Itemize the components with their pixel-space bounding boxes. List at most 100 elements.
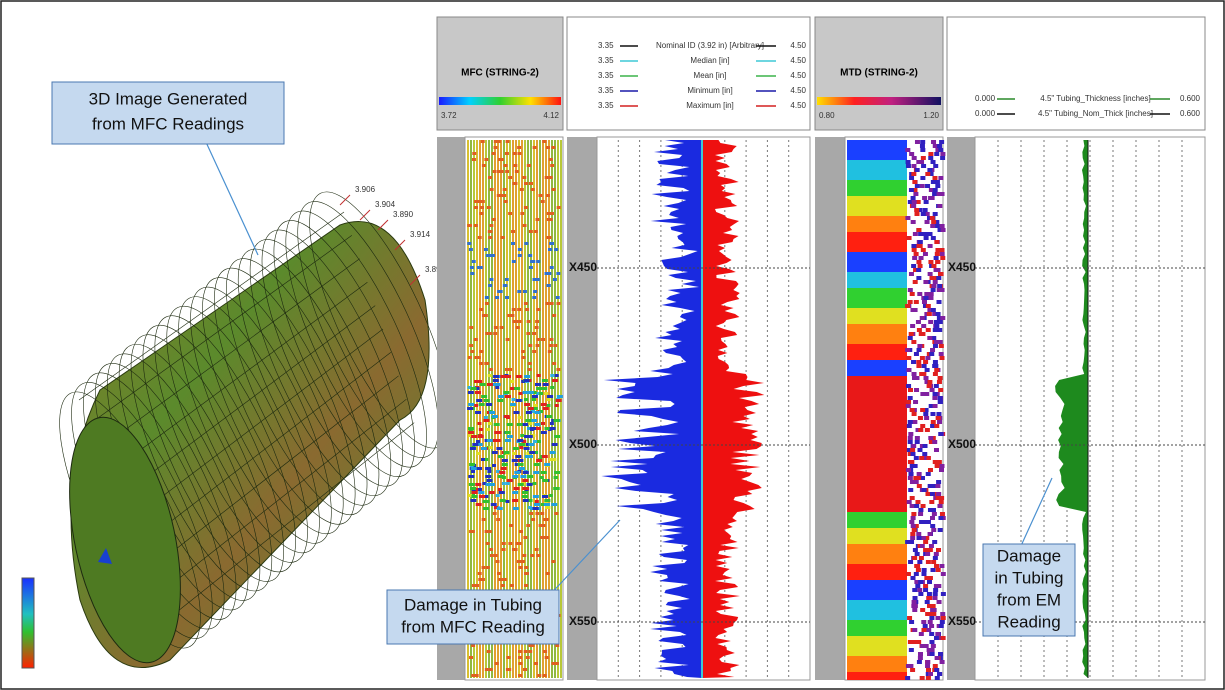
- image-speck: [494, 146, 498, 149]
- image-speck: [523, 536, 527, 539]
- image-speck: [539, 194, 543, 197]
- mtd-speck: [929, 544, 934, 548]
- mtd-speck: [913, 232, 918, 236]
- mtd-speck: [915, 500, 920, 504]
- image-speck: [489, 411, 495, 414]
- mtd-speck: [929, 500, 934, 504]
- content: 3.9063.9043.8903.9143.8933D Image Genera…: [22, 17, 1205, 680]
- mtd-speck: [939, 624, 944, 628]
- mtd-speck: [928, 436, 933, 440]
- mtd-speck: [938, 320, 943, 324]
- image-speck: [523, 668, 527, 671]
- mtd-speck: [926, 668, 931, 672]
- image-speck: [541, 471, 547, 474]
- mtd-speck: [915, 440, 920, 444]
- mtd-row: [847, 624, 907, 628]
- mtd-speck: [927, 592, 932, 596]
- mtd-speck: [923, 444, 928, 448]
- image-speck: [468, 431, 474, 434]
- mtd-row: [847, 288, 907, 292]
- mtd-speck: [933, 364, 938, 368]
- image-speck: [494, 423, 500, 426]
- mtd-speck: [914, 456, 919, 460]
- image-speck: [503, 188, 507, 191]
- mtd-row: [847, 616, 907, 620]
- depth-strip: [947, 137, 975, 680]
- image-speck: [474, 338, 478, 341]
- mtd-speck: [928, 196, 933, 200]
- image-speck: [532, 278, 536, 281]
- image-speck: [489, 548, 493, 551]
- track-title: MFC (STRING-2): [461, 68, 539, 79]
- mtd-speck: [908, 396, 913, 400]
- mtd-speck: [937, 460, 942, 464]
- mtd-row: [847, 144, 907, 148]
- image-speck: [493, 375, 499, 378]
- image-speck: [519, 443, 525, 446]
- mtd-speck: [912, 528, 917, 532]
- mtd-speck: [911, 264, 916, 268]
- image-speck: [511, 242, 515, 245]
- image-speck: [480, 383, 486, 386]
- mtd-speck: [936, 416, 941, 420]
- mtd-speck: [912, 640, 917, 644]
- mtd-speck: [931, 264, 936, 268]
- image-speck: [476, 503, 482, 506]
- mtd-speck: [912, 600, 917, 604]
- image-speck: [474, 380, 478, 383]
- mtd-row: [847, 480, 907, 484]
- mtd-speck: [912, 556, 917, 560]
- image-speck: [549, 338, 553, 341]
- mtd-speck: [921, 628, 926, 632]
- mtd-row: [847, 548, 907, 552]
- image-speck: [547, 398, 551, 401]
- ring-label: 3.904: [375, 200, 396, 209]
- image-speck: [545, 176, 549, 179]
- image-speck: [549, 494, 553, 497]
- image-speck: [547, 395, 553, 398]
- image-speck: [492, 152, 496, 155]
- mtd-row: [847, 544, 907, 548]
- mtd-row: [847, 396, 907, 400]
- mtd-speck: [915, 584, 920, 588]
- image-speck: [552, 379, 558, 382]
- mtd-row: [847, 260, 907, 264]
- mtd-speck: [934, 564, 939, 568]
- mtd-speck: [916, 228, 921, 232]
- image-speck: [518, 483, 524, 486]
- mtd-speck: [922, 452, 927, 456]
- mtd-row: [847, 608, 907, 612]
- mtd-speck: [921, 156, 926, 160]
- image-speck: [502, 463, 508, 466]
- mtd-row: [847, 524, 907, 528]
- image-speck: [545, 302, 549, 305]
- mtd-speck: [933, 164, 938, 168]
- image-speck: [485, 530, 489, 533]
- mtd-speck: [906, 236, 911, 240]
- image-speck: [551, 662, 555, 665]
- image-speck: [533, 471, 539, 474]
- mtd-speck: [906, 368, 911, 372]
- mtd-speck: [919, 456, 924, 460]
- image-speck: [542, 495, 548, 498]
- mtd-speck: [924, 292, 929, 296]
- mtd-speck: [940, 252, 945, 256]
- image-speck: [524, 398, 528, 401]
- image-speck: [498, 475, 504, 478]
- image-speck: [542, 524, 546, 527]
- mtd-speck: [920, 424, 925, 428]
- image-speck: [512, 459, 518, 462]
- image-speck: [512, 548, 516, 551]
- mtd-speck: [939, 496, 944, 500]
- image-speck: [475, 483, 481, 486]
- mtd-speck: [931, 236, 936, 240]
- image-speck: [554, 248, 558, 251]
- mtd-speck: [915, 184, 920, 188]
- mtd-row: [847, 416, 907, 420]
- mtd-speck: [934, 448, 939, 452]
- mtd-row: [847, 412, 907, 416]
- mtd-speck: [937, 672, 942, 676]
- image-speck: [475, 411, 481, 414]
- mtd-row: [847, 576, 907, 580]
- mtd-speck: [911, 244, 916, 248]
